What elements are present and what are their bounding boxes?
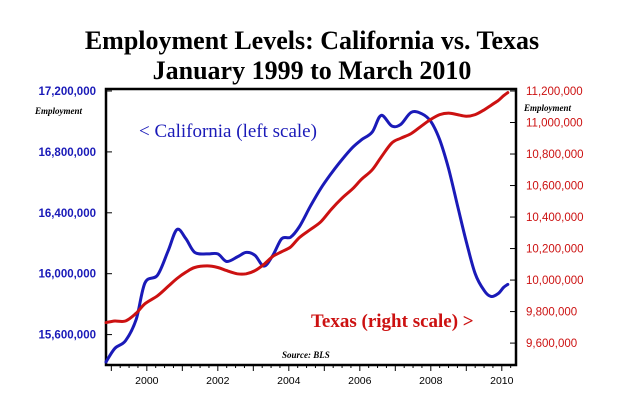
chart-subtitle: January 1999 to March 2010 xyxy=(152,56,472,85)
right-tick-label: 9,800,000 xyxy=(526,307,577,319)
x-tick-label: 2002 xyxy=(206,375,230,387)
right-axis-label: Employment xyxy=(523,103,571,113)
x-tick-label: 2006 xyxy=(348,375,372,387)
left-tick-label: 16,000,000 xyxy=(38,269,96,281)
right-tick-label: 10,400,000 xyxy=(526,212,584,224)
right-axis: 9,600,000 9,800,000 10,000,000 10,200,000 10… xyxy=(510,86,584,350)
right-tick-label: 10,200,000 xyxy=(526,244,584,256)
left-tick-label: 17,200,000 xyxy=(38,86,96,98)
right-tick-label: 10,800,000 xyxy=(526,149,584,161)
left-axis-label: Employment xyxy=(34,106,82,116)
series-lines xyxy=(104,91,510,364)
series-line-california xyxy=(104,110,510,364)
left-tick-label: 15,600,000 xyxy=(38,330,96,342)
x-tick-label: 2008 xyxy=(419,375,443,387)
x-tick-label: 2004 xyxy=(277,375,301,387)
series-line-texas xyxy=(104,91,510,325)
x-axis: 2000 2002 2004 2006 2008 2010 xyxy=(110,365,514,387)
left-tick-label: 16,400,000 xyxy=(38,208,96,220)
texas-annotation: Texas (right scale) > xyxy=(311,311,474,332)
california-annotation: < California (left scale) xyxy=(139,121,317,142)
source-note: Source: BLS xyxy=(282,350,330,360)
right-tick-label: 11,200,000 xyxy=(526,86,583,98)
left-tick-label: 16,800,000 xyxy=(38,147,96,159)
chart-title: Employment Levels: California vs. Texas xyxy=(84,26,540,55)
right-tick-label: 10,600,000 xyxy=(526,181,584,193)
right-tick-label: 11,000,000 xyxy=(526,118,583,130)
plot-frame xyxy=(104,87,518,367)
right-tick-label: 9,600,000 xyxy=(526,338,577,350)
x-tick-label: 2000 xyxy=(135,375,159,387)
x-tick-label: 2010 xyxy=(490,375,514,387)
right-tick-label: 10,000,000 xyxy=(526,275,584,287)
left-axis: 15,600,000 16,000,000 16,400,000 16,800,000… xyxy=(38,86,112,342)
